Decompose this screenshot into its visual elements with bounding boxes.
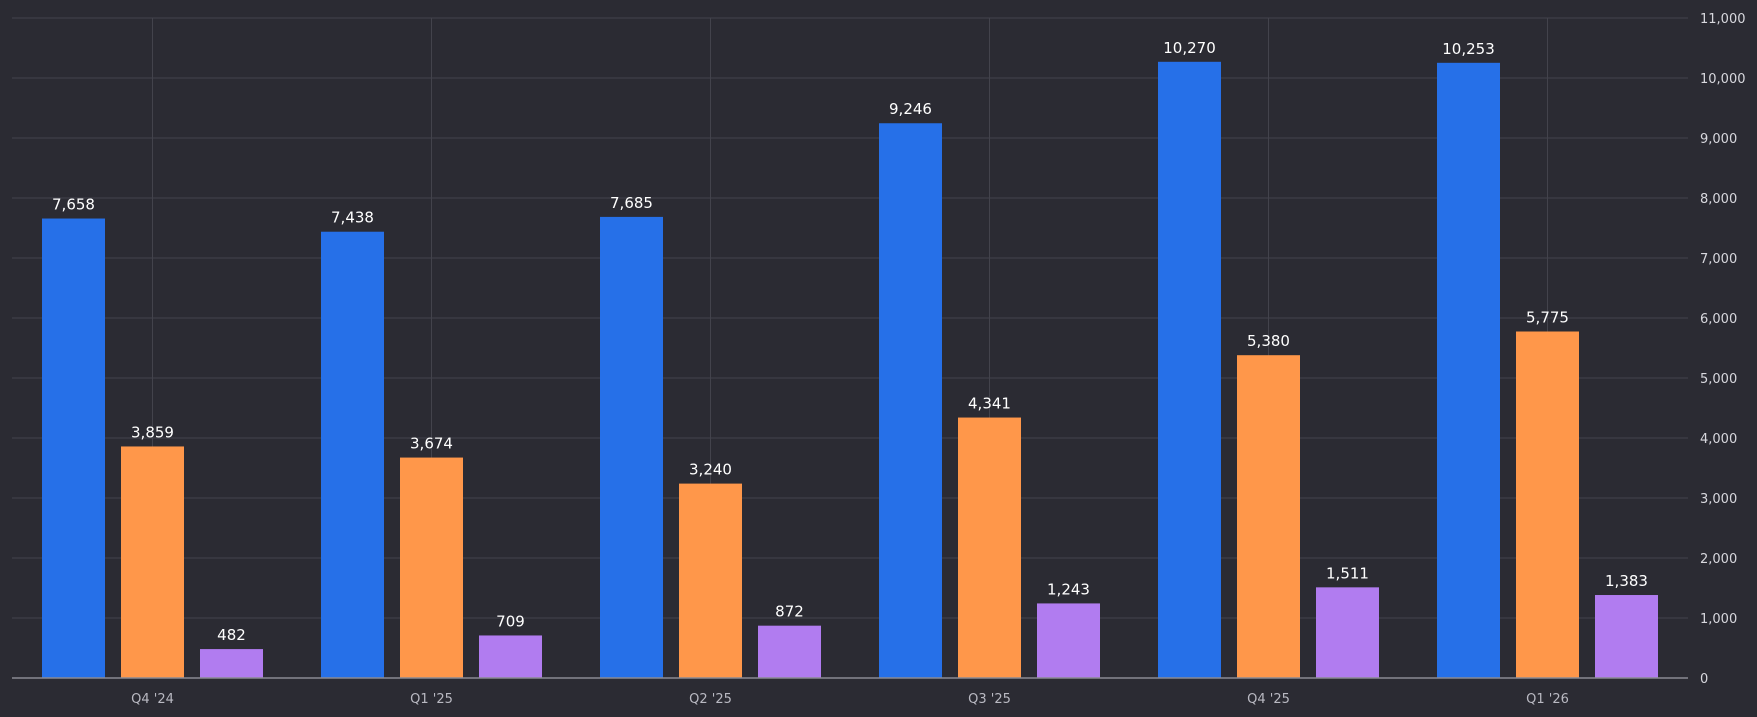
data-label: 7,438 [331,209,374,227]
bar [1158,61,1221,679]
data-label: 5,380 [1247,332,1290,350]
data-label: 10,253 [1442,40,1495,58]
data-label: 10,270 [1163,39,1216,57]
bar [1516,331,1579,678]
bar [1316,587,1379,678]
y-tick-label: 8,000 [1700,192,1737,207]
data-label: 1,383 [1605,572,1648,590]
y-tick-label: 4,000 [1700,432,1737,447]
data-label: 3,240 [689,461,732,479]
data-label: 7,685 [610,194,653,212]
bar [321,231,384,678]
bar [400,457,463,678]
data-label: 9,246 [889,100,932,118]
y-tick-label: 3,000 [1700,492,1737,507]
data-labels: 7,658 7,438 7,685 9,246 10,270 10,253 3,859 3,6… [52,39,1648,644]
bar [758,625,821,678]
y-tick-label: 5,000 [1700,372,1737,387]
bar [121,446,184,678]
x-tick-label: Q1 '26 [1526,692,1569,707]
data-label: 709 [496,612,525,630]
bar [600,216,663,678]
data-label: 4,341 [968,395,1011,413]
bars [42,61,1658,679]
bar [42,218,105,678]
y-tick-label: 2,000 [1700,552,1737,567]
data-label: 5,775 [1526,309,1569,327]
y-tick-label: 6,000 [1700,312,1737,327]
bar [1437,62,1500,678]
axes: 0 1,000 2,000 3,000 4,000 5,000 6,000 7,000 8,00… [12,12,1746,707]
bar [679,483,742,678]
data-label: 3,674 [410,435,453,453]
x-tick-label: Q2 '25 [689,692,732,707]
bar [1037,603,1100,678]
bar [958,417,1021,678]
bar [879,123,942,679]
y-tick-label: 10,000 [1700,72,1746,87]
data-label: 872 [775,603,804,621]
bar [200,649,263,678]
y-tick-label: 11,000 [1700,12,1746,27]
data-label: 482 [217,626,246,644]
bar [1595,595,1658,678]
x-tick-label: Q1 '25 [410,692,453,707]
gridlines [12,17,1688,678]
data-label: 1,511 [1326,564,1369,582]
y-tick-label: 0 [1700,672,1708,687]
y-tick-label: 1,000 [1700,612,1737,627]
bar [1237,355,1300,678]
data-label: 1,243 [1047,580,1090,598]
x-tick-label: Q3 '25 [968,692,1011,707]
data-label: 7,658 [52,196,95,214]
x-tick-label: Q4 '24 [131,692,174,707]
x-tick-label: Q4 '25 [1247,692,1290,707]
data-label: 3,859 [131,423,174,441]
y-tick-label: 7,000 [1700,252,1737,267]
y-tick-label: 9,000 [1700,132,1737,147]
bar [479,635,542,678]
